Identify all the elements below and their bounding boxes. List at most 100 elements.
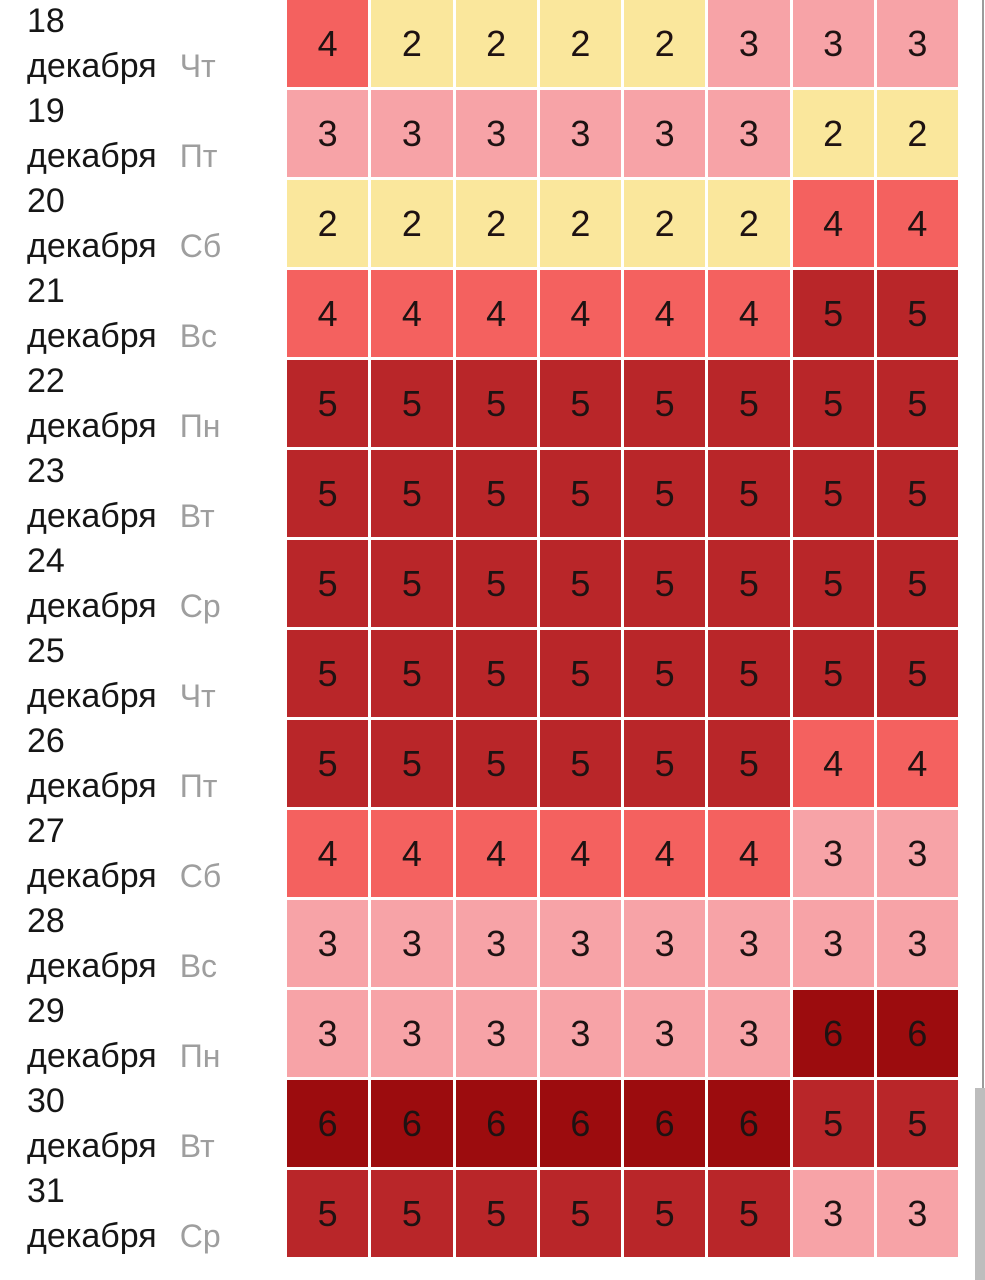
heatmap-row-cells: 4 2 2 2 2 3 3 3 (287, 0, 958, 87)
heatmap-cell: 5 (539, 540, 621, 627)
heatmap-cell: 3 (539, 990, 621, 1077)
heatmap-cell-value: 5 (570, 382, 591, 424)
heatmap-cell-value: 4 (401, 832, 422, 874)
date-number: 31 (27, 1171, 65, 1210)
heatmap-cell: 4 (371, 270, 453, 357)
date-number: 20 (27, 181, 65, 220)
date-number: 22 (27, 361, 65, 400)
heatmap-cell: 4 (624, 810, 706, 897)
heatmap-cell-value: 5 (654, 652, 675, 694)
scrollbar-thumb[interactable] (975, 1088, 985, 1280)
heatmap-cell: 5 (876, 540, 958, 627)
date-month: декабря (27, 136, 157, 175)
heatmap-cell: 2 (371, 0, 453, 87)
heatmap-cell-value: 3 (738, 1012, 759, 1054)
heatmap-cell-value: 5 (486, 1192, 507, 1234)
heatmap-cell: 5 (455, 450, 537, 537)
weekday-abbr: Пт (179, 137, 218, 174)
date-month: декабря (27, 1036, 157, 1075)
weekday-abbr: Вс (179, 947, 218, 984)
heatmap-row: 31 декабря Ср 5 5 5 5 5 5 3 3 (0, 1170, 958, 1257)
heatmap-cell: 3 (371, 90, 453, 177)
date-label: 27 декабря Сб (0, 810, 287, 897)
weekday-abbr: Вт (179, 1127, 215, 1164)
heatmap-cell-value: 3 (570, 922, 591, 964)
heatmap-row-cells: 3 3 3 3 3 3 3 3 (287, 900, 958, 987)
heatmap-cell: 6 (876, 990, 958, 1077)
heatmap-cell: 5 (287, 540, 369, 627)
heatmap-cell-value: 5 (823, 292, 844, 334)
heatmap-cell: 5 (624, 630, 706, 717)
heatmap-row: 29 декабря Пн 3 3 3 3 3 3 6 6 (0, 990, 958, 1077)
heatmap-cell-value: 5 (401, 742, 422, 784)
heatmap-cell: 5 (792, 450, 874, 537)
heatmap-cell-value: 6 (738, 1102, 759, 1144)
heatmap-cell-value: 3 (486, 922, 507, 964)
heatmap-cell-value: 6 (401, 1102, 422, 1144)
heatmap-cell-value: 5 (401, 562, 422, 604)
heatmap-cell: 6 (287, 1080, 369, 1167)
heatmap-cell-value: 5 (738, 1192, 759, 1234)
heatmap-cell: 5 (876, 630, 958, 717)
heatmap-cell: 3 (708, 990, 790, 1077)
heatmap-cell-value: 5 (907, 1102, 928, 1144)
heatmap-cell-value: 5 (823, 472, 844, 514)
heatmap-cell-value: 2 (486, 202, 507, 244)
heatmap-cell-value: 5 (401, 652, 422, 694)
heatmap-cell-value: 5 (317, 1192, 338, 1234)
heatmap-cell-value: 3 (823, 1192, 844, 1234)
heatmap-cell-value: 5 (738, 652, 759, 694)
heatmap-cell-value: 5 (317, 562, 338, 604)
heatmap-cell-value: 4 (486, 832, 507, 874)
heatmap-cell: 5 (371, 1170, 453, 1257)
heatmap-row: 30 декабря Вт 6 6 6 6 6 6 5 5 (0, 1080, 958, 1167)
heatmap-cell: 3 (287, 90, 369, 177)
heatmap-cell-value: 5 (654, 382, 675, 424)
heatmap-cell: 5 (624, 360, 706, 447)
heatmap-cell-value: 5 (907, 472, 928, 514)
heatmap-cell-value: 2 (823, 112, 844, 154)
heatmap-cell-value: 2 (570, 22, 591, 64)
heatmap-cell-value: 5 (907, 292, 928, 334)
heatmap-cell: 3 (539, 90, 621, 177)
date-number: 30 (27, 1081, 65, 1120)
heatmap-cell: 3 (287, 900, 369, 987)
heatmap-cell: 5 (539, 450, 621, 537)
heatmap-cell-value: 5 (317, 382, 338, 424)
heatmap-cell: 3 (792, 810, 874, 897)
heatmap-row-cells: 5 5 5 5 5 5 5 5 (287, 450, 958, 537)
heatmap-cell: 6 (624, 1080, 706, 1167)
heatmap-row-cells: 3 3 3 3 3 3 6 6 (287, 990, 958, 1077)
heatmap-cell: 2 (539, 180, 621, 267)
heatmap-row-cells: 6 6 6 6 6 6 5 5 (287, 1080, 958, 1167)
heatmap-cell-value: 5 (570, 562, 591, 604)
heatmap-cell-value: 3 (317, 112, 338, 154)
heatmap-row: 28 декабря Вс 3 3 3 3 3 3 3 3 (0, 900, 958, 987)
heatmap-cell: 5 (708, 630, 790, 717)
heatmap-cell-value: 6 (654, 1102, 675, 1144)
heatmap-cell: 5 (708, 1170, 790, 1257)
heatmap-cell: 3 (876, 900, 958, 987)
heatmap-cell: 3 (792, 1170, 874, 1257)
heatmap-cell: 6 (792, 990, 874, 1077)
weekday-abbr: Сб (179, 227, 222, 264)
heatmap-cell-value: 3 (486, 112, 507, 154)
heatmap-row-cells: 2 2 2 2 2 2 4 4 (287, 180, 958, 267)
heatmap-cell: 5 (371, 630, 453, 717)
heatmap-row: 20 декабря Сб 2 2 2 2 2 2 4 4 (0, 180, 958, 267)
date-month: декабря (27, 496, 157, 535)
heatmap-cell-value: 5 (654, 1192, 675, 1234)
heatmap-cell-value: 3 (907, 22, 928, 64)
heatmap-cell-value: 3 (738, 922, 759, 964)
heatmap-cell: 4 (539, 270, 621, 357)
date-number: 21 (27, 271, 65, 310)
date-month: декабря (27, 1126, 157, 1165)
heatmap-cell-value: 5 (907, 382, 928, 424)
heatmap-cell-value: 3 (738, 112, 759, 154)
heatmap-cell-value: 4 (317, 292, 338, 334)
date-number: 25 (27, 631, 65, 670)
heatmap-cell-value: 5 (654, 742, 675, 784)
heatmap-cell: 3 (708, 90, 790, 177)
heatmap-cell: 3 (287, 990, 369, 1077)
weekday-abbr: Пт (179, 767, 218, 804)
